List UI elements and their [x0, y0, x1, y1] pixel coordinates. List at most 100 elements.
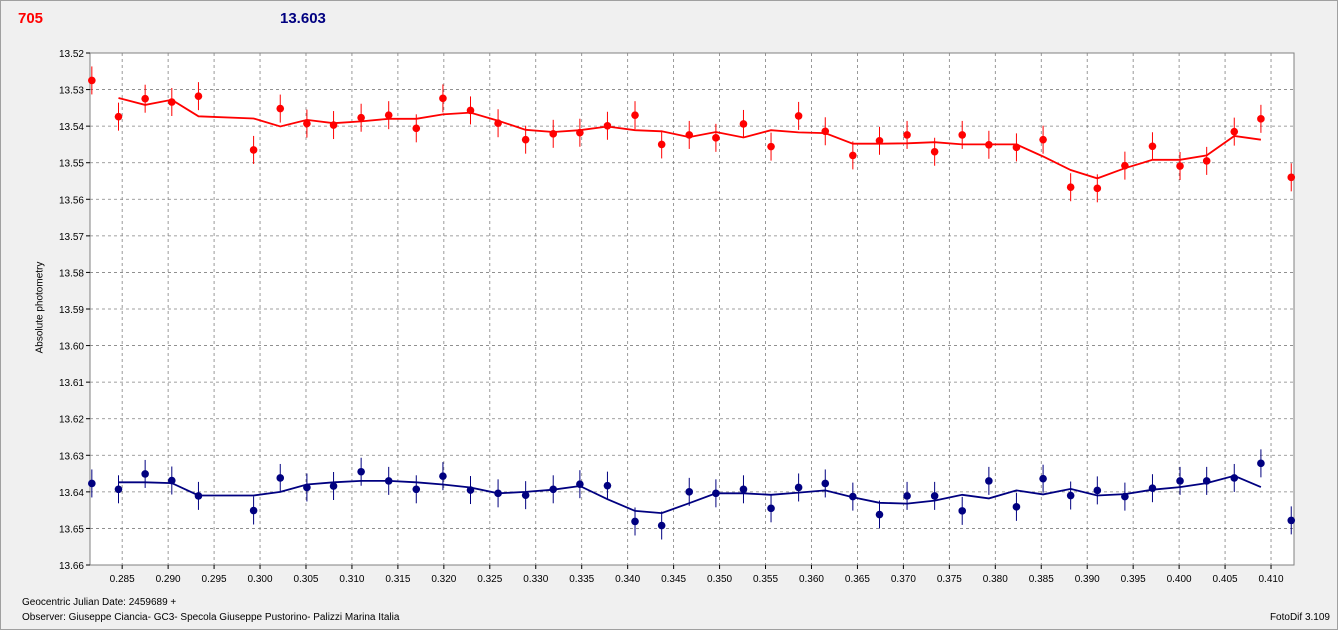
data-point[interactable] [794, 112, 803, 120]
data-point[interactable] [466, 106, 475, 115]
data-point[interactable] [1176, 162, 1184, 170]
data-point[interactable] [739, 485, 748, 494]
data-point[interactable] [685, 488, 694, 496]
x-tick-label: 0.290 [156, 574, 181, 585]
data-point[interactable] [1148, 484, 1157, 493]
data-point[interactable] [685, 131, 694, 139]
data-point[interactable] [712, 134, 720, 142]
data-point[interactable] [1257, 115, 1265, 123]
data-point[interactable] [1202, 477, 1211, 485]
data-point[interactable] [549, 130, 558, 138]
data-point[interactable] [466, 486, 475, 494]
data-point[interactable] [303, 483, 311, 492]
data-point[interactable] [329, 121, 338, 129]
data-point[interactable] [412, 124, 421, 133]
data-point[interactable] [903, 492, 911, 500]
data-point[interactable] [521, 491, 530, 499]
data-point[interactable] [576, 128, 584, 137]
data-point[interactable] [1121, 492, 1129, 501]
data-point[interactable] [439, 94, 447, 103]
data-point[interactable] [958, 507, 967, 515]
data-point[interactable] [88, 479, 96, 488]
data-point[interactable] [439, 472, 447, 480]
data-point[interactable] [167, 98, 176, 106]
data-point[interactable] [603, 481, 612, 490]
x-tick-label: 0.385 [1029, 574, 1054, 585]
data-point[interactable] [357, 467, 365, 476]
data-point[interactable] [1066, 491, 1075, 500]
data-point[interactable] [631, 517, 639, 526]
data-point[interactable] [114, 485, 123, 494]
data-point[interactable] [114, 112, 123, 121]
data-point[interactable] [1230, 127, 1239, 136]
data-point[interactable] [712, 489, 720, 498]
y-tick-label: 13.55 [59, 159, 84, 170]
data-point[interactable] [1202, 157, 1211, 165]
data-point[interactable] [357, 113, 365, 122]
data-point[interactable] [903, 131, 911, 139]
data-point[interactable] [549, 485, 558, 494]
x-tick-label: 0.335 [569, 574, 594, 585]
data-point[interactable] [249, 506, 258, 515]
data-point[interactable] [276, 474, 285, 482]
data-point[interactable] [521, 135, 530, 144]
data-point[interactable] [739, 120, 748, 128]
data-point[interactable] [88, 76, 96, 85]
data-point[interactable] [875, 136, 884, 145]
data-point[interactable] [930, 147, 939, 156]
data-point[interactable] [276, 104, 285, 113]
data-point[interactable] [384, 477, 393, 485]
y-axis-label: Absolute photometry [34, 261, 46, 354]
data-point[interactable] [631, 111, 639, 119]
data-point[interactable] [194, 92, 203, 100]
data-point[interactable] [985, 140, 993, 149]
data-point[interactable] [1176, 477, 1184, 485]
version-label: FotoDif 3.109 [1269, 612, 1330, 623]
data-point[interactable] [794, 483, 803, 492]
data-point[interactable] [767, 504, 775, 513]
data-point[interactable] [1066, 183, 1075, 192]
data-point[interactable] [1230, 474, 1239, 482]
data-point[interactable] [1012, 503, 1021, 511]
data-point[interactable] [249, 146, 258, 154]
data-point[interactable] [1287, 173, 1296, 182]
data-point[interactable] [494, 119, 502, 128]
data-point[interactable] [958, 131, 967, 139]
data-point[interactable] [849, 492, 857, 501]
data-point[interactable] [1012, 143, 1021, 152]
data-point[interactable] [1093, 184, 1102, 193]
data-point[interactable] [657, 521, 666, 530]
data-point[interactable] [1121, 161, 1129, 170]
data-point[interactable] [1257, 459, 1265, 468]
data-point[interactable] [875, 510, 884, 519]
data-point[interactable] [657, 140, 666, 149]
data-point[interactable] [1039, 135, 1047, 144]
data-point[interactable] [167, 476, 176, 485]
data-point[interactable] [849, 151, 857, 160]
data-point[interactable] [329, 482, 338, 490]
data-point[interactable] [930, 492, 939, 500]
data-point[interactable] [821, 127, 830, 136]
data-point[interactable] [603, 121, 612, 130]
data-point[interactable] [141, 94, 149, 103]
data-point[interactable] [194, 492, 203, 500]
data-point[interactable] [141, 470, 149, 478]
data-point[interactable] [494, 489, 502, 498]
x-tick-label: 0.315 [385, 574, 410, 585]
data-point[interactable] [1039, 474, 1047, 483]
x-tick-label: 0.325 [477, 574, 502, 585]
data-point[interactable] [303, 119, 311, 128]
data-point[interactable] [767, 142, 775, 151]
data-point[interactable] [412, 485, 421, 494]
data-point[interactable] [1287, 516, 1296, 525]
x-tick-label: 0.380 [983, 574, 1008, 585]
data-point[interactable] [1093, 486, 1102, 495]
fit-line [118, 97, 1262, 180]
data-point[interactable] [821, 479, 830, 488]
data-point[interactable] [1148, 142, 1157, 151]
data-point[interactable] [384, 111, 393, 119]
data-point[interactable] [985, 477, 993, 485]
x-tick-label: 0.410 [1259, 574, 1284, 585]
data-point[interactable] [576, 480, 584, 488]
